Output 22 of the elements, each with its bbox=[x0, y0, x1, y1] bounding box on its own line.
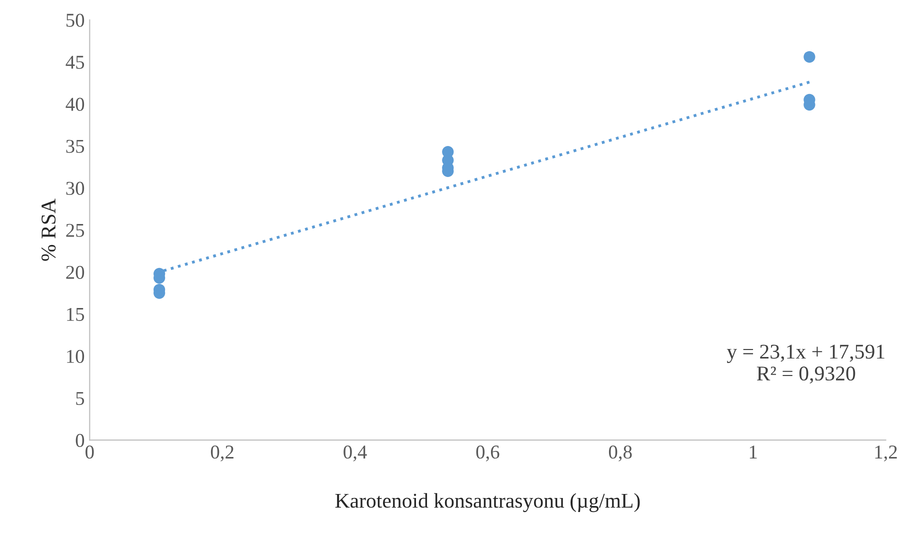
y-tick-label: 50 bbox=[66, 14, 84, 27]
x-tick-label: 1,2 bbox=[875, 446, 897, 462]
x-tick-label: 0,2 bbox=[210, 446, 234, 462]
y-tick-label: 25 bbox=[66, 224, 84, 237]
y-tick-label: 10 bbox=[67, 350, 84, 363]
y-tick-label: 35 bbox=[66, 140, 84, 153]
y-tick-label: 0 bbox=[76, 434, 84, 448]
y-tick-label: 30 bbox=[66, 182, 84, 195]
x-tick-label: 0,4 bbox=[344, 446, 367, 462]
x-tick-label: 0,6 bbox=[476, 446, 500, 462]
annotation: y = 23,1x + 17,591 R² = 0,9320 bbox=[726, 344, 884, 384]
y-tick-label: 5 bbox=[76, 392, 84, 406]
y-tick-label: 45 bbox=[66, 56, 84, 69]
x-tick-label: 1 bbox=[750, 446, 757, 458]
point bbox=[804, 51, 816, 63]
y-tick-label: 20 bbox=[66, 266, 84, 279]
x-tick-label: 0 bbox=[86, 446, 94, 459]
y-tick-label: 40 bbox=[66, 98, 84, 111]
x-tick-label: 0,8 bbox=[608, 446, 632, 462]
y-tick-label: 15 bbox=[67, 308, 84, 321]
x-axis-title: Karotenoid konsantrasyonu (µg/mL) bbox=[335, 493, 640, 512]
y-axis-title: % RSA bbox=[42, 198, 56, 261]
